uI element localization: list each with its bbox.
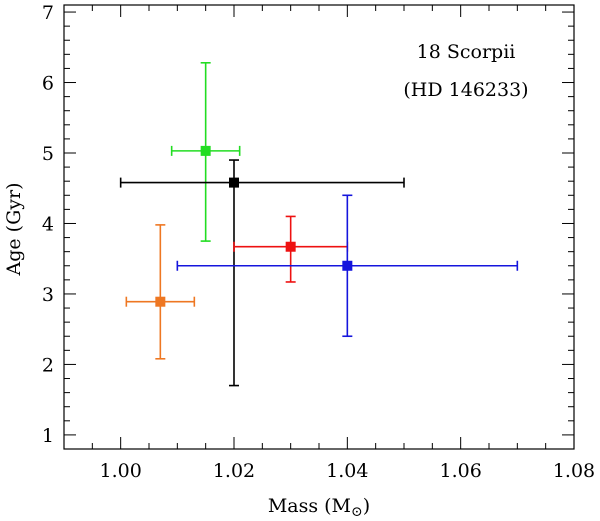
data-points xyxy=(119,61,519,387)
y-axis-label: Age (Gyr) xyxy=(3,183,25,277)
annotation-star-name: 18 Scorpii xyxy=(417,41,516,63)
x-tick-label: 1.02 xyxy=(213,460,255,482)
y-tick-label: 6 xyxy=(42,73,54,95)
y-tick-label: 4 xyxy=(42,213,54,235)
x-axis-label: Mass (M⊙) xyxy=(268,495,370,520)
data-point-orange xyxy=(125,224,196,360)
marker-red xyxy=(285,241,296,252)
annotation-hd-number: (HD 146233) xyxy=(403,79,528,101)
y-tick-label: 2 xyxy=(42,354,54,376)
x-axis-label-sun-symbol: ⊙ xyxy=(351,504,363,520)
marker-blue xyxy=(342,260,353,271)
data-point-blue xyxy=(176,194,519,338)
y-tick-label: 3 xyxy=(42,284,54,306)
y-tick-label: 1 xyxy=(42,425,54,447)
x-tick-label: 1.06 xyxy=(440,460,482,482)
x-axis-label-close: ) xyxy=(363,495,370,517)
y-tick-label: 5 xyxy=(42,143,54,165)
axis-tick-labels: 1.00 1.02 1.04 1.06 1.08 1 2 3 4 5 6 7 xyxy=(42,2,595,482)
data-point-red xyxy=(233,215,349,283)
data-point-black xyxy=(119,159,405,387)
marker-green xyxy=(200,145,211,156)
x-tick-label: 1.04 xyxy=(326,460,368,482)
marker-orange xyxy=(155,296,166,307)
plot-frame xyxy=(63,4,575,450)
x-tick-label: 1.00 xyxy=(100,460,142,482)
data-point-green xyxy=(170,61,241,242)
x-tick-label: 1.08 xyxy=(553,460,595,482)
marker-black xyxy=(229,177,239,188)
axis-ticks xyxy=(64,5,575,449)
x-axis-label-main: Mass (M xyxy=(268,495,351,517)
y-tick-label: 7 xyxy=(42,2,54,24)
